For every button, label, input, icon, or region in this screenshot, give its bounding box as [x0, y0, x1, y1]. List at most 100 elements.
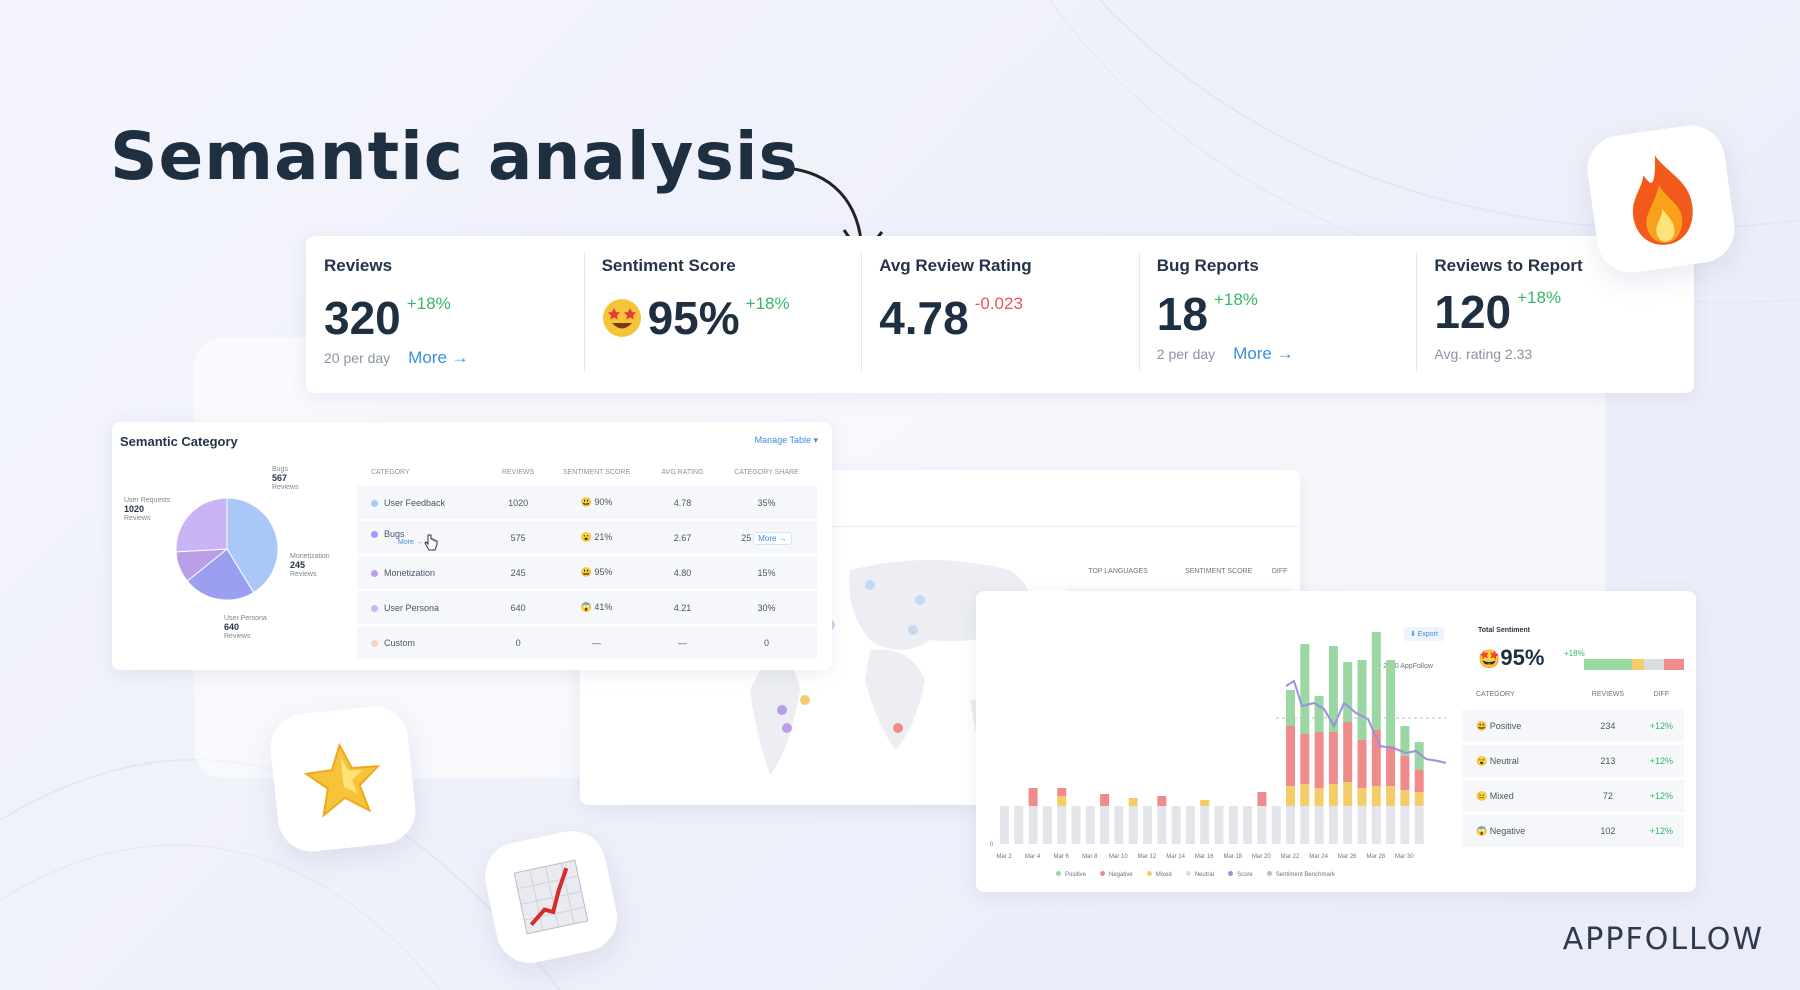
- export-button[interactable]: ⬇ Export: [1403, 627, 1444, 641]
- page-title: Semantic analysis: [110, 118, 799, 195]
- chart-bar: [1071, 806, 1081, 844]
- legend-item[interactable]: Neutral: [1185, 871, 1214, 878]
- reviews-value: 1020: [492, 484, 545, 520]
- reviews-value: 72: [1577, 777, 1639, 814]
- diff-value: +12%: [1638, 742, 1684, 779]
- stat-value: 95%: [647, 292, 740, 344]
- chart-bar: [1314, 806, 1324, 844]
- rating-value: 4.21: [649, 589, 716, 625]
- y-tick-label: 0: [990, 842, 994, 848]
- legend-item[interactable]: Sentiment Benchmark: [1266, 871, 1335, 878]
- chart-bar: [1357, 740, 1367, 788]
- chart-bar: [1085, 806, 1095, 844]
- reviews-value: 0: [492, 624, 545, 659]
- chart-bar: [1300, 734, 1310, 784]
- chart-increasing-icon: [513, 859, 589, 935]
- table-row[interactable]: Monetization 245 😃 95% 4.80 15%: [357, 554, 817, 590]
- category-table: CATEGORY REVIEWS SENTIMENT SCORE AVG RAT…: [357, 460, 817, 659]
- pie-slice[interactable]: [226, 497, 279, 594]
- stat-sub: 20 per day: [324, 350, 391, 366]
- column-header: DIFF: [1271, 567, 1288, 575]
- more-link[interactable]: More →: [1233, 344, 1294, 363]
- chart-bar: [1400, 726, 1410, 756]
- column-header: DIFF: [1653, 690, 1670, 698]
- chart-bar: [1343, 806, 1353, 844]
- table-row[interactable]: Custom 0 — — 0: [357, 624, 817, 659]
- table-row[interactable]: User Persona 640 😱 41% 4.21 30%: [357, 589, 817, 625]
- row-more-link[interactable]: More →: [398, 539, 423, 546]
- table-row[interactable]: User Feedback 1020 😃 90% 4.78 35%: [357, 484, 817, 520]
- share-value: 0: [763, 637, 769, 648]
- pie-slice[interactable]: [175, 497, 228, 553]
- score-value: 21%: [594, 532, 613, 542]
- legend-item[interactable]: Negative: [1100, 871, 1133, 878]
- stat-label: Sentiment Score: [601, 256, 736, 275]
- stat-sub: Avg. rating 2.33: [1434, 346, 1533, 362]
- sentiment-card: ⬇ Export © 2020 AppFollow Mar 2 Mar 4 Mar …: [976, 591, 1696, 892]
- chart-bar: [1400, 806, 1410, 844]
- table-row[interactable]: Bugs More → 575 😮 21% 2.67 25 More →: [357, 519, 817, 555]
- total-sentiment-value: 🤩95%: [1478, 645, 1544, 671]
- diff-value: +12%: [1638, 812, 1684, 847]
- sentiment-emoji: 😃: [1476, 720, 1488, 731]
- column-header: SENTIMENT SCORE: [1185, 567, 1253, 575]
- chart-bar: [1243, 806, 1253, 844]
- stat-label: Bug Reports: [1156, 256, 1259, 275]
- more-pill-button[interactable]: More →: [753, 531, 792, 545]
- chart-bar: [1400, 756, 1410, 790]
- legend-item[interactable]: Score: [1228, 871, 1253, 878]
- share-value: 35%: [757, 497, 776, 508]
- table-row[interactable]: 😐 Mixed 72 +12%: [1462, 777, 1684, 814]
- table-row[interactable]: 😮 Neutral 213 +12%: [1462, 742, 1684, 779]
- category-label: Bugs: [384, 529, 405, 539]
- column-header: SENTIMENT SCORE: [562, 468, 631, 476]
- x-tick-label: Mar 20: [1252, 854, 1271, 860]
- rating-value: 2.67: [649, 519, 716, 555]
- more-link[interactable]: More →: [408, 348, 469, 367]
- x-tick-label: Mar 18: [1223, 854, 1242, 860]
- pie-slice[interactable]: [186, 548, 255, 601]
- x-tick-label: Mar 26: [1338, 854, 1357, 860]
- category-label: Neutral: [1489, 755, 1519, 766]
- pie-label-bugs: Bugs 567 Reviews: [272, 466, 299, 491]
- table-row[interactable]: 😃 Positive 234 +12%: [1462, 707, 1684, 744]
- hand-cursor-icon: [424, 534, 438, 551]
- table-row[interactable]: 😱 Negative 102 +12%: [1462, 812, 1684, 847]
- chart-bar: [1400, 790, 1410, 806]
- chart-bar: [1300, 784, 1310, 806]
- chart-bar: [1042, 806, 1052, 844]
- chart-bar: [1371, 730, 1381, 786]
- stat-value: 18: [1156, 288, 1208, 340]
- x-tick-label: Mar 8: [1082, 854, 1098, 860]
- stat-value: 120: [1434, 286, 1512, 338]
- sentiment-bar-chart: Mar 2 Mar 4 Mar 6 Mar 8 Mar 10 Mar 12 Mar 14 Ma…: [990, 632, 1447, 860]
- chart-bar: [1343, 722, 1353, 782]
- chart-bar: [1314, 732, 1324, 788]
- card-title: Semantic Category: [120, 434, 238, 449]
- chart-bar: [1286, 806, 1295, 844]
- x-tick-label: Mar 12: [1138, 854, 1157, 860]
- chart-bar: [1314, 696, 1324, 732]
- pie-label-monetization: Monetization 245 Reviews: [290, 553, 330, 578]
- sentiment-table: CATEGORY REVIEWS DIFF 😃 Positive 234 +12% 😮…: [1462, 681, 1684, 847]
- diff-value: +12%: [1638, 707, 1684, 744]
- manage-table-button[interactable]: Manage Table ▾: [754, 435, 818, 445]
- legend-item[interactable]: Mixed: [1146, 871, 1172, 878]
- chart-bar: [1057, 806, 1067, 844]
- sentiment-emoji: 😱: [580, 602, 592, 612]
- stat-delta: +18%: [1213, 290, 1258, 309]
- chart-bar: [1057, 788, 1067, 796]
- x-tick-label: Mar 22: [1281, 854, 1300, 860]
- chart-legend: Positive Negative Mixed Neutral Score Sentime…: [1056, 871, 1335, 878]
- rating-value: 4.78: [649, 484, 716, 520]
- star-struck-emoji: 🤩: [1478, 649, 1501, 669]
- reviews-value: 213: [1577, 742, 1639, 779]
- column-header: TOP LANGUAGES: [1088, 567, 1148, 575]
- column-header: AVG RATING: [661, 468, 704, 476]
- legend-item[interactable]: Positive: [1056, 871, 1086, 878]
- chart-bar: [1286, 726, 1295, 786]
- brand-logo: APPFOLLOW: [1562, 922, 1764, 957]
- chart-bar: [1386, 660, 1396, 746]
- sentiment-emoji: 😃: [580, 497, 592, 507]
- chart-bar: [1257, 792, 1267, 806]
